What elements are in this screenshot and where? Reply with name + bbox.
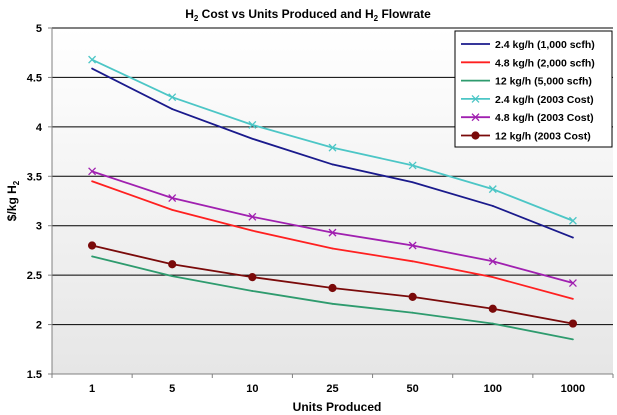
data-point (331, 302, 334, 305)
data-point (171, 108, 174, 110)
legend-label: 2.4 kg/h (2003 Cost) (495, 94, 594, 106)
axes (48, 27, 614, 378)
x-marker (408, 241, 417, 250)
data-point (171, 275, 174, 278)
data-point (491, 205, 494, 207)
legend-box (454, 30, 613, 148)
chart-title-part: H (185, 7, 194, 21)
data-point (411, 260, 414, 263)
x-marker (568, 216, 577, 225)
x-tick-label: 100 (484, 383, 502, 395)
chart-title-subscript: 2 (194, 14, 199, 23)
x-tick-label: 1000 (561, 383, 585, 395)
circle-marker (168, 260, 177, 269)
chart-title: H2 Cost vs Units Produced and H2 Flowrat… (185, 7, 431, 23)
y-tick-label: 2.5 (27, 270, 42, 282)
data-point (331, 163, 334, 166)
legend-label: 4.8 kg/h (2003 Cost) (495, 112, 594, 124)
x-marker (328, 228, 337, 237)
x-marker (88, 55, 97, 64)
y-tick-label: 5 (36, 23, 42, 35)
legend-label: 12 kg/h (5,000 scfh) (495, 76, 592, 88)
y-tick-label: 4 (36, 122, 43, 134)
y-tick-label: 1.5 (27, 369, 42, 381)
data-point (572, 297, 574, 300)
circle-marker (488, 304, 497, 313)
circle-marker (568, 319, 578, 328)
x-marker (471, 113, 480, 122)
data-point (171, 208, 174, 211)
x-axis-title: Units Produced (293, 400, 382, 414)
circle-marker (471, 131, 480, 140)
y-tick-labels: 1.5 2 2.5 3 3.5 4 4.5 5 (27, 23, 43, 381)
x-tick-label: 25 (326, 383, 338, 395)
x-tick-label: 10 (246, 383, 258, 395)
data-point (91, 67, 93, 70)
chart-title-part: Cost vs Units Produced and H (198, 7, 373, 21)
data-point (251, 137, 254, 140)
data-point (411, 311, 414, 314)
x-marker (488, 257, 497, 266)
data-point (572, 338, 574, 341)
x-marker (471, 94, 480, 103)
x-marker (248, 120, 257, 129)
x-tick-label: 5 (169, 383, 175, 395)
legend-label: 4.8 kg/h (2,000 scfh) (495, 57, 595, 69)
x-tick-label: 1 (89, 383, 95, 395)
x-marker (328, 143, 337, 152)
data-point (491, 276, 494, 279)
chart-title-part: Flowrate (378, 7, 431, 21)
legend: 2.4 kg/h (1,000 scfh) 4.8 kg/h (2,000 scf… (454, 30, 613, 148)
y-tick-label: 3.5 (27, 171, 42, 183)
x-marker (248, 212, 257, 221)
y-axis-title-part: $/kg H (5, 185, 19, 221)
x-tick-label: 50 (407, 383, 419, 395)
x-marker (568, 279, 577, 288)
y-axis-title: $/kg H2 (5, 180, 21, 221)
y-axis-title-subscript: 2 (12, 180, 21, 185)
x-marker (168, 194, 177, 202)
circle-marker (87, 241, 97, 250)
data-point (251, 229, 254, 232)
data-point (331, 247, 334, 250)
data-point (91, 180, 93, 183)
legend-label: 2.4 kg/h (1,000 scfh) (495, 39, 595, 51)
data-point (491, 322, 494, 325)
legend-label: 12 kg/h (2003 Cost) (495, 131, 591, 143)
chart-title-subscript: 2 (374, 14, 379, 23)
circle-marker (408, 292, 417, 301)
data-point (251, 290, 254, 292)
series-lines (87, 55, 578, 341)
y-tick-label: 3 (36, 221, 42, 233)
x-marker (88, 167, 97, 176)
y-tick-label: 4.5 (27, 72, 42, 84)
x-marker (488, 185, 497, 194)
circle-marker (248, 273, 257, 282)
data-point (411, 181, 414, 184)
data-point (572, 236, 574, 239)
circle-marker (328, 283, 337, 293)
y-tick-label: 2 (36, 320, 42, 332)
x-tick-labels: 1 5 10 25 50 100 1000 (89, 383, 585, 395)
data-point (91, 255, 93, 258)
x-marker (408, 161, 417, 170)
x-marker (168, 93, 177, 102)
